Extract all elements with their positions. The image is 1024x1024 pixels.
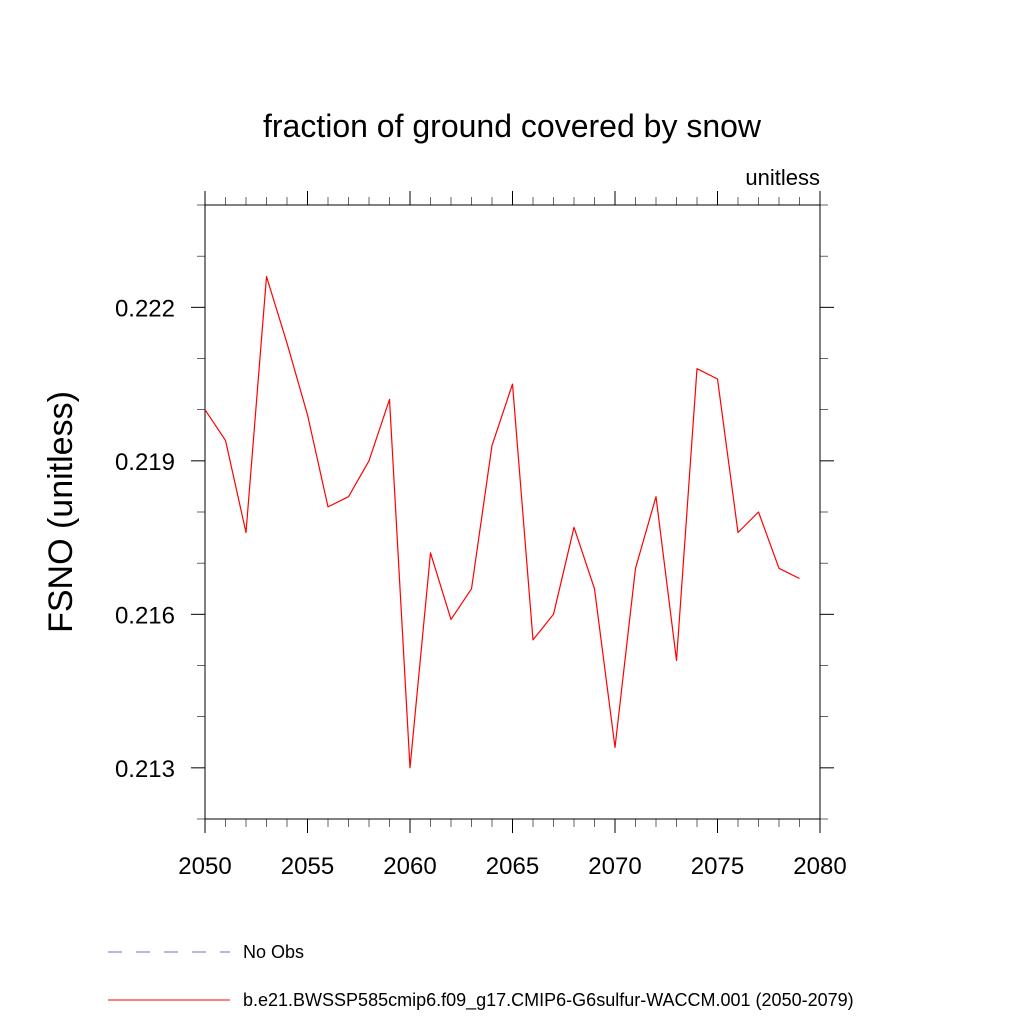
chart-title: fraction of ground covered by snow <box>263 108 762 144</box>
y-tick-label: 0.222 <box>115 295 175 322</box>
plot-border <box>204 204 821 820</box>
axis-ticks <box>191 191 834 833</box>
legend-label-0: No Obs <box>243 942 304 962</box>
y-axis-label: FSNO (unitless) <box>42 391 80 633</box>
tick-labels: 2050 2055 2060 2065 2070 2075 2080 0.213 0.216 0.… <box>115 295 847 880</box>
y-tick-label: 0.213 <box>115 756 175 783</box>
units-label: unitless <box>745 165 820 190</box>
x-tick-label: 2065 <box>486 853 539 880</box>
x-tick-label: 2075 <box>691 853 744 880</box>
series-layer <box>204 276 800 769</box>
legend-label-1: b.e21.BWSSP585cmip6.f09_g17.CMIP6-G6sulf… <box>243 990 854 1011</box>
x-tick-label: 2060 <box>383 853 436 880</box>
y-tick-label: 0.219 <box>115 449 175 476</box>
x-tick-label: 2055 <box>281 853 334 880</box>
x-tick-label: 2080 <box>793 853 846 880</box>
plot-frame <box>204 204 821 820</box>
x-tick-label: 2070 <box>588 853 641 880</box>
y-tick-label: 0.216 <box>115 602 175 629</box>
x-tick-label: 2050 <box>178 853 231 880</box>
legend: No Obs b.e21.BWSSP585cmip6.f09_g17.CMIP6-… <box>108 942 854 1011</box>
series-line-0 <box>204 276 800 769</box>
